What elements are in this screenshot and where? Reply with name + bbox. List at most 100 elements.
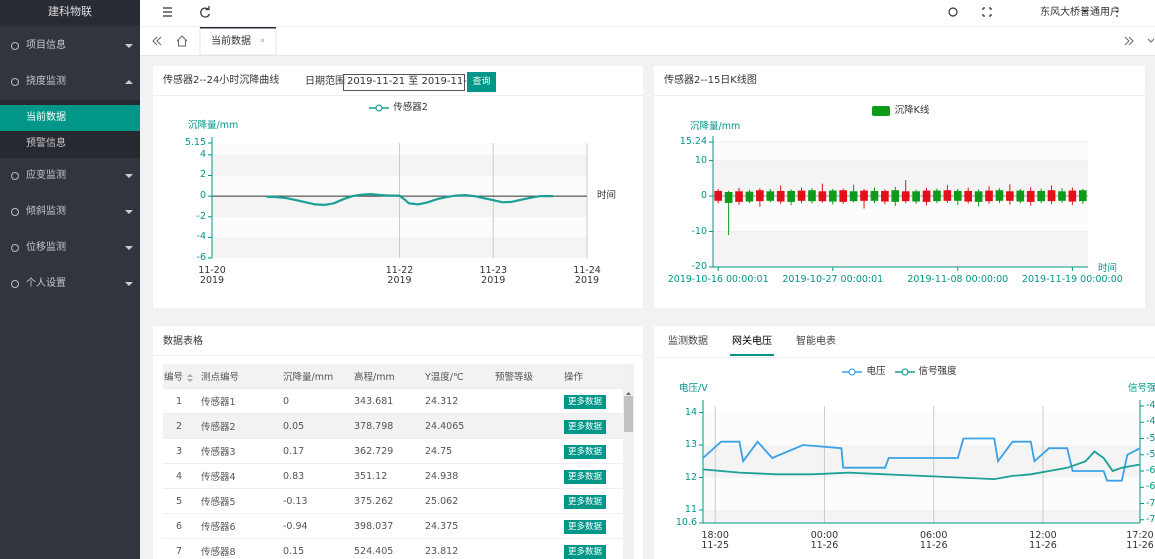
scroll-thumb[interactable] [624,396,633,432]
query-button[interactable]: 查询 [467,72,496,92]
date-input[interactable]: 2019-11-21 至 2019-11-24 [343,74,480,91]
table-cell: 2 [163,413,195,439]
y-axis-label: 沉降量/mm [188,119,239,131]
candle-body [735,191,743,202]
candle-body [1026,190,1035,202]
table-cell [489,488,558,514]
table-cell: 351.12 [348,463,419,489]
refresh-icon[interactable] [200,6,211,18]
menu-item[interactable]: 挠度监测 [26,76,66,87]
table-cell: 更多数据 [558,463,623,489]
candle-body [714,190,723,201]
legend-item[interactable]: 沉降K线 [870,105,929,117]
legend-swatch [871,106,890,116]
top-bar: 东风大桥普通用户 [140,0,1155,27]
x-tick-label: 11-20 2019 [198,265,226,287]
home-icon[interactable] [176,35,188,47]
menu-icon [11,78,19,86]
more-button[interactable]: 更多数据 [564,470,607,484]
scroll-up[interactable] [626,392,631,395]
candle-body [1037,190,1045,202]
x-axis-label: 时间 [597,189,617,201]
candle-body [1006,191,1014,201]
more-button[interactable]: 更多数据 [564,545,607,559]
y-tick-label: -55 [1146,448,1155,460]
table-cell: 24.375 [419,513,489,539]
candle-body [891,190,900,202]
x-axis-label: 时间 [1098,262,1118,274]
series-line [702,450,1141,481]
gateway-tab[interactable]: 网关电压 [730,336,774,356]
menu-arrow-shape [125,44,133,48]
menu-item[interactable]: 应变监测 [26,170,66,181]
table-cell: 24.75 [419,438,489,464]
more-button[interactable]: 更多数据 [564,495,607,509]
more-button[interactable]: 更多数据 [564,445,607,459]
y-tick-label: 15.24 [679,135,707,147]
legend-symbol [369,104,390,112]
menu-item[interactable]: 位移监测 [26,242,66,253]
menu-icon-shape [11,172,19,180]
table-cell: -0.94 [277,513,348,539]
gateway-tab[interactable]: 智能电表 [796,336,836,347]
chart-wrap: 18:00 11-25 00:00 11-26 06:00 11-26 12:00 1… [654,326,1155,559]
candle-body [745,191,754,202]
split-area [703,412,1140,445]
sort-shape [187,373,193,382]
y2-axis-label: 信号强度/ [1128,382,1155,394]
y-tick-label: 10 [694,154,707,166]
column-header: 编号 [163,364,195,389]
column-header: 预警等级 [489,364,558,389]
gateway-tab[interactable]: 监测数据 [668,336,708,347]
menu-item[interactable]: 倾斜监测 [26,206,66,217]
legend-item[interactable]: 电压 [841,366,886,378]
fullscreen-icon[interactable] [982,7,992,17]
more-button[interactable]: 更多数据 [564,420,607,434]
legend-dot [848,368,857,376]
more-button[interactable]: 更多数据 [564,520,607,534]
legend-item[interactable]: 传感器2 [368,102,428,114]
candle-body [953,190,962,201]
menu-toggle-icon[interactable] [163,7,172,17]
y-tick-label: 2 [199,169,206,181]
table-cell: 23.812 [419,538,489,559]
y-tick-label: 14 [684,406,697,418]
candle-body [933,190,941,202]
table-cell: 更多数据 [558,538,623,559]
menu-arrow-shape [125,80,133,84]
series-line [266,192,554,207]
tab-next-icon[interactable] [1124,36,1134,46]
menu-icon [11,42,19,50]
y-tick-label: -75 [1146,513,1155,525]
menu-item[interactable]: 个人设置 [26,278,66,289]
table-cell: 362.729 [348,438,419,464]
menu-item[interactable]: 项目信息 [26,40,66,51]
y-tick-label: 4 [199,148,206,160]
sort-icon[interactable] [186,373,194,383]
divider [153,95,643,96]
y-tick-label: 13 [684,438,697,450]
legend-item[interactable]: 信号强度 [894,366,957,378]
menu-arrow-shape [125,246,133,250]
more-button[interactable]: 更多数据 [564,395,607,409]
table-cell [489,513,558,539]
table-cell [489,538,558,559]
table-cell: 传感器1 [195,388,277,414]
split-area [703,477,1140,510]
theme-icon[interactable] [948,7,958,17]
tab-prev-icon[interactable] [152,36,162,46]
submenu-item[interactable]: 预警信息 [26,138,66,149]
table-cell: 0.83 [277,463,348,489]
submenu-item[interactable]: 当前数据 [0,105,140,131]
user-caret[interactable] [1082,10,1088,13]
table-row: 6 传感器6 -0.94 398.037 24.375 更多数据 [163,513,623,539]
legend-dot [375,104,383,112]
x-tick-label: 2019-11-19 00:00:00 [1021,273,1123,285]
split-area [713,142,1088,161]
legend: 沉降K线 [654,105,1145,117]
tab-menu-icon[interactable] [1147,38,1155,43]
table-cell: 378.798 [348,413,419,439]
tab-close-icon[interactable] [260,38,265,43]
user-name[interactable]: 东风大桥普通用户 [1040,7,1120,18]
tab-label[interactable]: 当前数据 [211,36,251,47]
